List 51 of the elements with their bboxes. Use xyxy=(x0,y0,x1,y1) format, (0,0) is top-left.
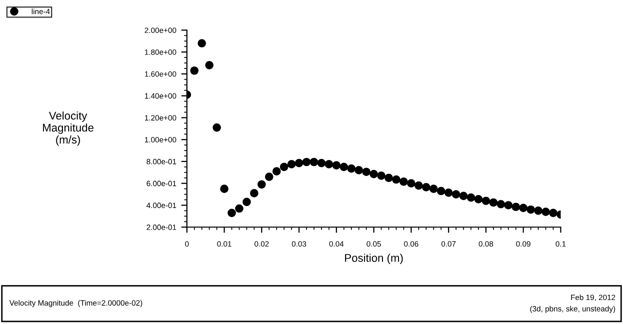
point xyxy=(228,208,236,218)
point xyxy=(212,123,221,132)
point xyxy=(235,204,244,213)
point xyxy=(429,184,438,193)
point xyxy=(474,195,483,204)
point xyxy=(504,201,513,210)
point xyxy=(317,158,326,168)
point xyxy=(526,205,535,214)
point xyxy=(496,200,506,208)
point xyxy=(512,202,520,212)
point xyxy=(250,189,258,198)
point xyxy=(332,161,341,170)
point xyxy=(459,192,468,200)
point xyxy=(534,206,542,215)
point xyxy=(400,178,408,186)
point xyxy=(542,208,550,216)
point xyxy=(272,167,281,176)
point xyxy=(324,160,334,168)
point xyxy=(452,190,460,198)
point xyxy=(422,183,430,192)
point xyxy=(482,196,490,206)
point xyxy=(362,168,370,176)
point xyxy=(198,39,206,48)
y-axis-title: Velocity Magnitude (m/s) xyxy=(42,111,94,146)
point xyxy=(407,179,416,188)
point xyxy=(190,66,199,75)
point xyxy=(347,164,356,173)
point xyxy=(519,204,528,212)
point xyxy=(436,186,446,196)
point xyxy=(549,208,558,218)
point xyxy=(280,162,288,172)
point xyxy=(242,198,251,206)
point xyxy=(489,198,498,207)
point xyxy=(205,60,214,70)
point xyxy=(384,174,393,182)
point xyxy=(264,172,274,181)
x-axis-title: Position (m) xyxy=(345,254,403,264)
point xyxy=(414,181,423,190)
point xyxy=(444,188,453,197)
point xyxy=(392,175,400,184)
point xyxy=(220,184,228,193)
point xyxy=(287,160,296,168)
point xyxy=(354,166,364,174)
point xyxy=(370,170,378,178)
point xyxy=(257,180,266,189)
point xyxy=(340,162,348,172)
point xyxy=(294,158,304,168)
point xyxy=(310,158,318,166)
point xyxy=(377,172,386,180)
point xyxy=(302,158,311,166)
point xyxy=(466,193,476,202)
